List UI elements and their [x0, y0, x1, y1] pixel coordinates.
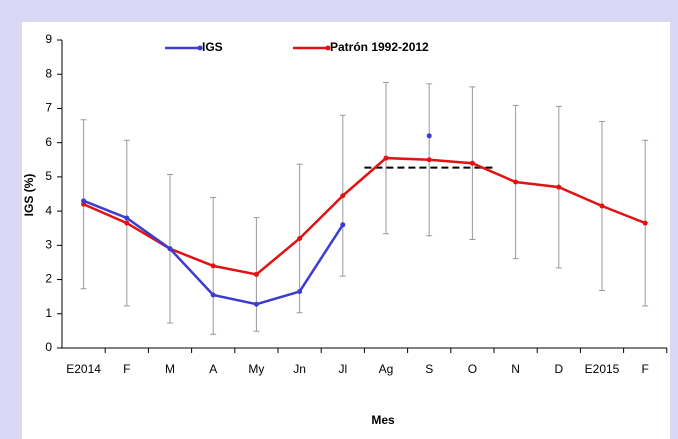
point	[297, 289, 303, 295]
legend-marker	[197, 45, 203, 51]
point	[426, 157, 432, 163]
point	[340, 222, 346, 228]
point	[167, 246, 173, 252]
point	[210, 292, 216, 298]
point	[513, 179, 519, 185]
point	[556, 184, 562, 190]
x-tick-label: Ag	[379, 362, 394, 376]
chart-panel	[22, 22, 670, 439]
point	[642, 220, 648, 226]
x-axis-title: Mes	[371, 413, 395, 427]
point	[253, 271, 259, 277]
point	[599, 203, 605, 209]
x-tick-label: Jn	[293, 362, 306, 376]
point	[426, 133, 432, 139]
legend-label: IGS	[202, 40, 223, 54]
y-tick-label: 8	[45, 66, 52, 80]
x-tick-label: F	[123, 362, 130, 376]
y-tick-label: 9	[45, 32, 52, 46]
y-tick-label: 2	[45, 272, 52, 286]
point	[124, 215, 130, 221]
y-tick-label: 3	[45, 238, 52, 252]
y-tick-label: 0	[45, 340, 52, 354]
x-tick-label: N	[511, 362, 520, 376]
point	[297, 235, 303, 241]
x-tick-label: S	[425, 362, 433, 376]
point	[124, 220, 130, 226]
point	[253, 301, 259, 307]
y-tick-label: 1	[45, 306, 52, 320]
x-tick-label: M	[165, 362, 175, 376]
y-axis-title: IGS (%)	[22, 174, 36, 217]
x-tick-label: A	[209, 362, 217, 376]
legend-label: Patrón 1992-2012	[330, 40, 429, 54]
y-tick-label: 4	[45, 203, 52, 217]
point	[81, 201, 87, 207]
x-tick-label: My	[248, 362, 264, 376]
legend-marker	[325, 45, 331, 51]
x-tick-label: D	[554, 362, 563, 376]
point	[340, 193, 346, 199]
point	[81, 198, 87, 204]
y-tick-label: 7	[45, 101, 52, 115]
series-line	[83, 156, 646, 276]
x-tick-label: F	[642, 362, 649, 376]
point	[469, 160, 475, 166]
x-tick-label: E2014	[66, 362, 101, 376]
y-tick-label: 5	[45, 169, 52, 183]
x-tick-label: E2015	[585, 362, 620, 376]
point	[383, 155, 389, 161]
point	[210, 263, 216, 269]
x-tick-label: Jl	[338, 362, 347, 376]
x-tick-label: O	[468, 362, 477, 376]
y-tick-label: 6	[45, 135, 52, 149]
